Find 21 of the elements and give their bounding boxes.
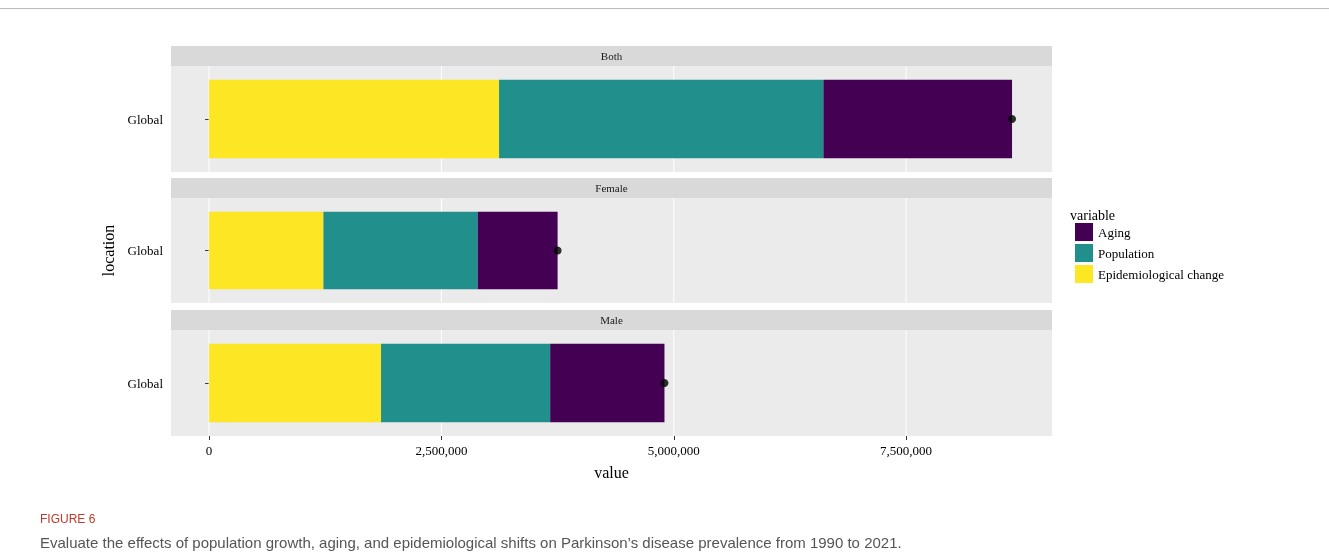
x-tick-label: 7,500,000 [880,443,933,458]
y-tick-label: Global [127,243,164,258]
text: Evaluate the effects of population growth, aging, and epidemiological shifts on Parkinson’s disease prevalence from 1990 to 2021. [40,534,902,551]
legend-label: Epidemiological change [1098,266,1225,282]
bar [209,343,382,423]
bar [381,343,551,423]
legend-title: variable [1070,208,1116,224]
chart-title: Both [171,46,1052,66]
y-tick-label: Global [127,375,164,391]
x-tick-label: 5,000,000 [647,443,700,458]
chart-title: Female [171,178,1052,198]
x-tick-label: 2,500,000 [415,443,468,458]
x-axis-title: value [594,463,629,481]
bar [550,343,665,423]
y-axis-title: location [100,224,118,277]
caption: FIGURE 6 [40,512,96,526]
chart-title: Male [171,310,1052,330]
legend-label: Aging [1098,224,1131,240]
legend-label: Population [1098,245,1155,261]
y-tick-label: Global [127,111,164,127]
x-tick-label: 0 [205,443,213,458]
